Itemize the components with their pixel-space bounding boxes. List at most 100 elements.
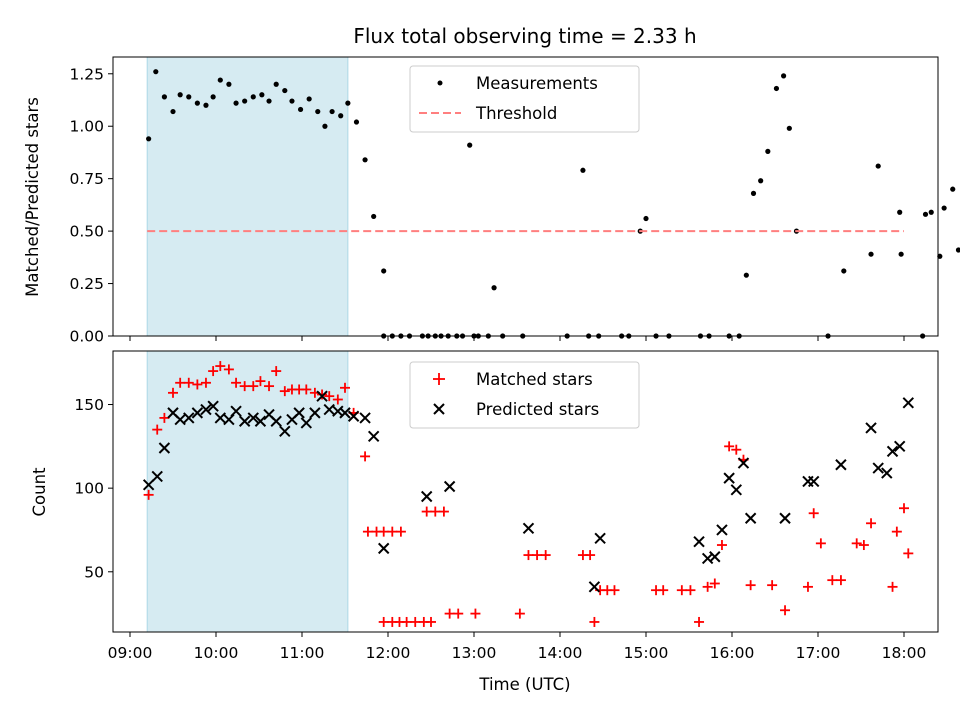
- predicted-stars-point: [207, 400, 219, 412]
- measurement-point: [353, 119, 360, 125]
- matched-stars-point: [540, 550, 551, 561]
- measurement-point: [282, 87, 288, 94]
- matched-stars-point: [745, 580, 756, 591]
- matched-stars-point: [279, 386, 290, 397]
- predicted-stars-point: [709, 551, 721, 563]
- matched-stars-point: [410, 616, 421, 627]
- measurement-point: [226, 81, 232, 87]
- matched-stars-point: [808, 508, 819, 519]
- chart-title: Flux total observing time = 2.33 h: [353, 24, 696, 48]
- matched-stars-point: [438, 506, 449, 517]
- top-shaded-span: [146, 56, 349, 337]
- matched-stars-point: [815, 538, 826, 549]
- measurement-point: [941, 205, 947, 211]
- predicted-stars-point: [191, 407, 204, 419]
- x-tick-label: 15:00: [624, 644, 669, 662]
- predicted-stars-point: [893, 440, 906, 453]
- matched-stars-point: [378, 526, 389, 537]
- measurement-point: [950, 186, 956, 192]
- predicted-stars-point: [367, 430, 380, 443]
- matched-stars-point: [731, 444, 742, 455]
- measurement-point: [186, 94, 192, 100]
- predicted-stars-point: [730, 484, 743, 496]
- matched-stars-point: [231, 377, 242, 388]
- predicted-stars-point: [886, 445, 899, 458]
- measurement-point: [242, 98, 248, 104]
- measurement-point: [643, 215, 649, 222]
- matched-stars-point: [532, 550, 543, 561]
- legend-measurements-marker: [437, 80, 443, 86]
- matched-stars-point: [175, 377, 186, 388]
- matched-stars-point: [523, 550, 534, 561]
- matched-stars-point: [709, 578, 720, 589]
- y-tick-label: 50: [84, 563, 104, 581]
- predicted-stars-point: [835, 459, 847, 471]
- predicted-stars-point: [902, 397, 915, 409]
- predicted-stars-point: [279, 425, 291, 437]
- matched-stars-point: [891, 526, 902, 537]
- predicted-stars-point: [254, 415, 267, 427]
- matched-stars-point: [401, 616, 412, 627]
- predicted-stars-point: [723, 472, 735, 484]
- measurement-point: [758, 178, 764, 184]
- measurement-point: [786, 125, 792, 131]
- y-tick-label: 150: [74, 396, 104, 414]
- predicted-stars-point: [588, 581, 601, 593]
- measurement-point: [250, 94, 256, 100]
- measurement-point: [322, 123, 328, 129]
- measurement-point: [371, 213, 377, 220]
- predicted-stars-point: [214, 412, 227, 424]
- measurement-point: [273, 81, 279, 87]
- predicted-stars-point: [594, 532, 606, 545]
- matched-stars-point: [866, 518, 877, 529]
- predicted-stars-point: [339, 407, 351, 419]
- predicted-stars-point: [158, 442, 171, 454]
- matched-stars-point: [589, 616, 600, 627]
- top-y-axis-label: Matched/Predicted stars: [23, 97, 42, 297]
- matched-stars-point: [851, 538, 862, 549]
- matched-stars-point: [387, 526, 398, 537]
- legend-measurements-label: Measurements: [476, 74, 598, 93]
- predicted-stars-point: [420, 490, 433, 503]
- measurement-point: [345, 100, 351, 106]
- matched-stars-point: [192, 379, 203, 390]
- matched-stars-point: [716, 540, 727, 551]
- matched-stars-point: [362, 526, 373, 537]
- predicted-stars-point: [247, 412, 259, 424]
- matched-stars-point: [159, 412, 170, 423]
- predicted-stars-point: [309, 407, 321, 419]
- matched-stars-point: [724, 441, 735, 452]
- predicted-stars-point: [200, 403, 212, 416]
- matched-stars-point: [767, 580, 778, 591]
- predicted-stars-point: [716, 524, 728, 536]
- top-legend: Measurements Threshold: [409, 65, 640, 133]
- top-axes-frame: [112, 56, 939, 337]
- y-tick-label: 0.75: [69, 170, 104, 188]
- measurement-point: [315, 108, 321, 115]
- measurement-point: [868, 251, 874, 257]
- bottom-y-axis-label: Count: [30, 467, 49, 517]
- measurement-point: [467, 142, 473, 148]
- predicted-stars-point: [522, 522, 535, 535]
- predicted-stars-point: [300, 417, 313, 429]
- measurement-point: [580, 167, 586, 173]
- matched-stars-point: [514, 608, 525, 619]
- bottom-legend-box: [409, 361, 640, 429]
- measurement-point: [289, 98, 295, 104]
- bottom-x-ticks: 09:00 10:00 11:00 12:00 13:00 14:00 15:00 16:00…: [108, 632, 926, 662]
- x-tick-label: 13:00: [452, 644, 497, 662]
- matched-stars-point: [899, 503, 909, 514]
- top-legend-box: [409, 65, 640, 133]
- y-tick-label: 1.25: [69, 65, 104, 83]
- measurement-point: [898, 251, 904, 257]
- matched-stars-point: [208, 366, 219, 377]
- measurement-point: [266, 98, 272, 104]
- matched-stars-point: [332, 394, 343, 405]
- measurement-point: [161, 94, 167, 100]
- matched-stars-point: [835, 575, 846, 586]
- x-tick-label: 12:00: [366, 644, 411, 662]
- matched-stars-point: [694, 616, 705, 627]
- y-tick-label: 100: [74, 480, 104, 498]
- measurement-point: [170, 108, 176, 115]
